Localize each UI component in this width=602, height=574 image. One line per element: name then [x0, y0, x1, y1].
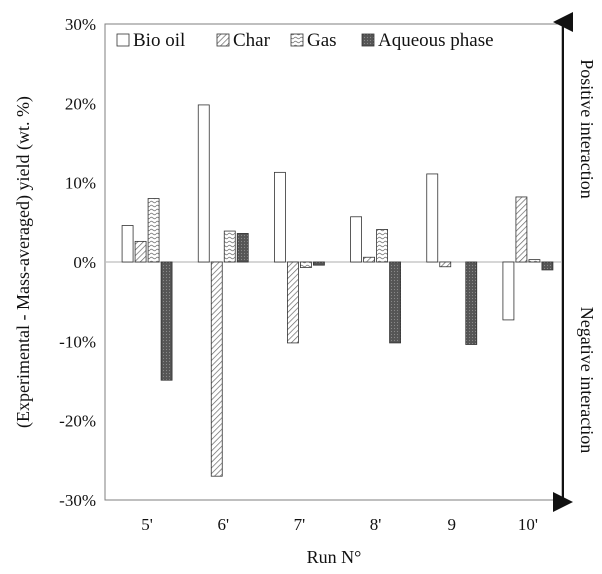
- y-tick-label: 20%: [65, 94, 96, 113]
- bar-bio-oil: [121, 225, 134, 263]
- y-tick-label: -10%: [59, 332, 96, 351]
- bar-gas: [300, 261, 312, 268]
- x-tick-label: 5': [141, 515, 153, 534]
- bar-aqueous-phase: [389, 261, 401, 344]
- y-tick-label: -20%: [59, 412, 96, 431]
- bars-group: [121, 104, 554, 477]
- bar-aqueous-phase: [160, 261, 173, 381]
- bar-char: [134, 240, 147, 263]
- x-tick-label: 10': [518, 515, 538, 534]
- x-tick-label: 9: [448, 515, 457, 534]
- x-tick-label: 6': [217, 515, 229, 534]
- legend-swatch-char: [216, 33, 230, 47]
- x-axis-title: Run N°: [307, 547, 362, 567]
- bar-gas: [528, 259, 541, 263]
- bar-char: [363, 256, 375, 263]
- bar-bio-oil: [350, 216, 362, 263]
- legend-label: Gas: [307, 30, 337, 51]
- y-tick-label: -30%: [59, 491, 96, 510]
- bar-char: [210, 261, 223, 477]
- y-axis-title: (Experimental - Mass-averaged) yield (wt…: [13, 96, 34, 428]
- bar-bio-oil: [197, 104, 210, 263]
- negative-interaction-label: Negative interaction: [577, 307, 597, 453]
- y-tick-label: 30%: [65, 15, 96, 34]
- bar-char: [287, 261, 299, 344]
- bar-bio-oil: [274, 171, 286, 263]
- y-tick-label: 10%: [65, 174, 96, 193]
- x-tick-label: 7': [294, 515, 306, 534]
- bar-aqueous-phase: [465, 261, 478, 345]
- x-axis-ticks: 5' 6' 7' 8' 9 10': [141, 515, 538, 534]
- positive-interaction-label: Positive interaction: [577, 59, 597, 198]
- bar-aqueous-phase: [541, 261, 554, 271]
- legend-label: Aqueous phase: [378, 30, 494, 51]
- y-axis-ticks: -30% -20% -10% 0% 10% 20% 30%: [59, 15, 96, 510]
- bar-gas: [223, 230, 236, 263]
- legend-swatch-bio-oil: [116, 33, 130, 47]
- legend: Bio oil Char Gas Aqueous phase: [116, 30, 494, 51]
- bar-char: [515, 196, 528, 263]
- bar-bio-oil: [426, 173, 439, 263]
- legend-label: Char: [233, 30, 271, 51]
- legend-swatch-gas: [290, 33, 304, 47]
- bar-aqueous-phase: [313, 261, 325, 266]
- bar-aqueous-phase: [236, 233, 249, 263]
- legend-label: Bio oil: [133, 30, 185, 51]
- bar-char: [439, 261, 452, 268]
- bar-gas: [376, 229, 388, 263]
- bar-bio-oil: [502, 261, 515, 321]
- y-tick-label: 0%: [73, 253, 96, 272]
- bar-gas: [147, 198, 160, 263]
- x-tick-label: 8': [370, 515, 382, 534]
- legend-swatch-aqueous-phase: [361, 33, 375, 47]
